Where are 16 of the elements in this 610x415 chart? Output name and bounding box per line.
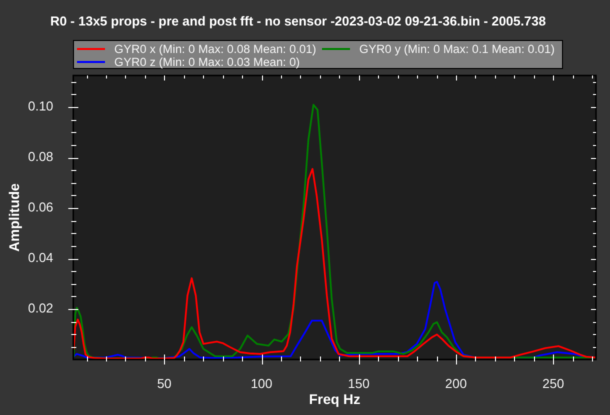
y-tick-label: 0.06	[28, 200, 54, 215]
y-tick-label: 0.10	[28, 98, 54, 114]
x-tick-label: 150	[348, 376, 370, 391]
legend-label: GYR0 x (Min: 0 Max: 0.08 Mean: 0.01)	[114, 42, 316, 56]
legend-label: GYR0 z (Min: 0 Max: 0.03 Mean: 0)	[114, 54, 300, 68]
y-tick-label: 0.08	[28, 149, 54, 164]
x-axis-title: Freq Hz	[308, 390, 360, 407]
x-tick-label: 200	[445, 376, 467, 391]
y-tick-label: 0.04	[28, 250, 54, 266]
x-tick-label: 100	[250, 376, 272, 391]
y-axis-title: Amplitude	[6, 183, 22, 252]
y-tick-label: 0.02	[28, 300, 54, 316]
legend-label: GYR0 y (Min: 0 Max: 0.1 Mean: 0.01)	[359, 42, 555, 56]
x-tick-label: 50	[157, 376, 172, 391]
x-tick-label: 250	[542, 376, 564, 391]
chart-title: R0 - 13x5 props - pre and post fft - no sensor -2023-03-02 09-21-36.bin - 2005.738	[50, 13, 546, 28]
